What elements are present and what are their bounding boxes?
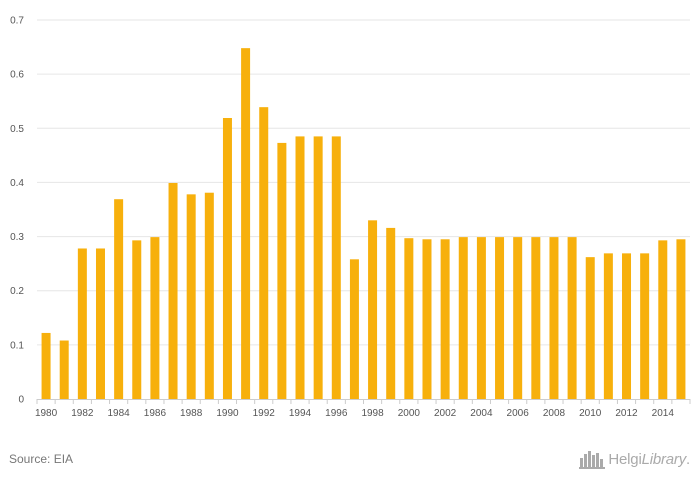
x-tick-label: 1998 (361, 408, 384, 419)
x-axis: 1980 1982 1984 1986 1988 1990 1992 1994 1996 1998… (35, 399, 691, 419)
helgi-library-logo[interactable]: HelgiLibrary. (579, 448, 690, 470)
logo-wordmark: HelgiLibrary. (608, 451, 690, 468)
bar[interactable] (676, 239, 686, 399)
y-tick-label: 0 (18, 395, 24, 406)
x-tick-label: 1990 (216, 408, 239, 419)
x-tick-label: 2012 (615, 408, 638, 419)
bar[interactable] (77, 248, 87, 399)
bar[interactable] (132, 240, 142, 399)
bar[interactable] (640, 253, 650, 399)
y-axis: 0 0.1 0.2 0.3 0.4 0.5 0.6 0.7 (10, 16, 24, 406)
bar[interactable] (440, 239, 450, 399)
x-tick-label: 1994 (289, 408, 312, 419)
bar[interactable] (422, 239, 432, 399)
y-tick-label: 0.5 (10, 124, 24, 135)
x-tick-label: 2010 (579, 408, 602, 419)
x-tick-label: 2014 (652, 408, 675, 419)
logo-name: Helgi (608, 450, 642, 468)
x-tick-label: 2004 (470, 408, 493, 419)
bar[interactable] (603, 253, 613, 399)
bar[interactable] (476, 237, 486, 399)
bar[interactable] (204, 192, 214, 399)
bar[interactable] (658, 240, 668, 399)
gridlines (37, 19, 690, 346)
y-tick-label: 0.6 (10, 70, 24, 81)
bar[interactable] (567, 237, 577, 399)
bar[interactable] (150, 237, 160, 399)
source-label: Source: EIA (9, 452, 74, 466)
x-tick-label: 2002 (434, 408, 457, 419)
y-tick-label: 0.1 (10, 340, 24, 351)
bar[interactable] (186, 194, 196, 399)
bar[interactable] (585, 257, 595, 399)
x-tick-label: 1984 (108, 408, 131, 419)
x-tick-label: 1996 (325, 408, 348, 419)
y-tick-label: 0.7 (10, 16, 24, 27)
y-tick-label: 0.4 (10, 178, 24, 189)
bar-chart: 00.10.20.30.40.50.60.7 1980 1982 1984 1986 1… (10, 16, 691, 419)
x-tick-label: 2008 (543, 408, 566, 419)
chart-footer: Source: EIA HelgiLibrary. (0, 440, 700, 483)
y-tick-label: 0.2 (10, 286, 24, 297)
bars (41, 48, 686, 400)
bar[interactable] (531, 237, 541, 399)
x-tick-label: 2006 (507, 408, 530, 419)
x-tick-label: 1992 (253, 408, 276, 419)
x-tick-label: 1982 (71, 408, 94, 419)
bar[interactable] (241, 48, 251, 399)
x-tick-label: 1986 (144, 408, 167, 419)
bar[interactable] (404, 238, 414, 399)
y-tick-label: 0.3 (10, 232, 24, 243)
x-tick-label: 1980 (35, 408, 58, 419)
bar[interactable] (168, 182, 178, 399)
bar[interactable] (41, 332, 51, 399)
bar[interactable] (114, 199, 124, 399)
logo-suffix: Library (641, 450, 687, 468)
logo-dot: . (686, 450, 690, 468)
bar[interactable] (622, 253, 632, 399)
bar[interactable] (368, 220, 378, 399)
bar[interactable] (549, 237, 559, 399)
bar[interactable] (59, 340, 69, 399)
x-tick-label: 1988 (180, 408, 203, 419)
bar[interactable] (222, 117, 232, 400)
x-tick-label: 2000 (398, 408, 421, 419)
bar[interactable] (313, 136, 323, 399)
bar[interactable] (331, 136, 341, 399)
city-skyline-icon (579, 451, 606, 469)
bar[interactable] (259, 107, 269, 400)
bar[interactable] (458, 237, 468, 399)
bar[interactable] (495, 237, 505, 399)
bar[interactable] (513, 237, 523, 399)
bar[interactable] (386, 227, 396, 399)
bar[interactable] (277, 142, 287, 399)
bar[interactable] (295, 136, 305, 399)
bar[interactable] (349, 259, 359, 399)
bar[interactable] (95, 248, 105, 399)
